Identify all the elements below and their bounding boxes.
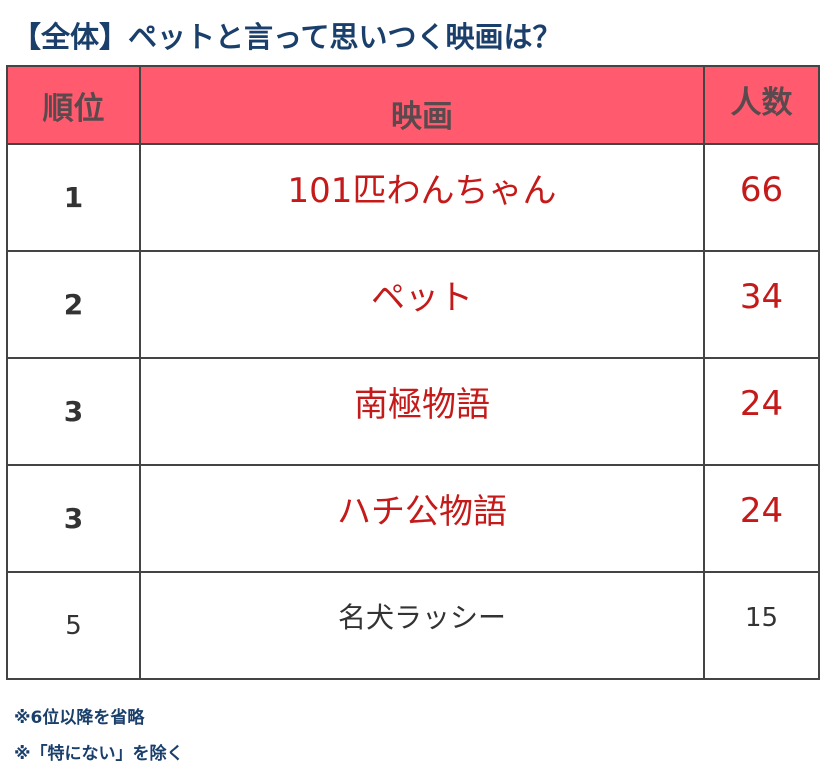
header-count: 人数 — [703, 65, 820, 145]
movie-cell: 南極物語 — [139, 357, 705, 466]
footnotes: ※6位以降を省略 ※「特にない」を除く — [14, 700, 184, 772]
table-header-row: 順位 映画 人数 — [6, 65, 820, 145]
movie-cell: 101匹わんちゃん — [139, 143, 705, 252]
header-rank: 順位 — [6, 65, 141, 145]
table-row: 2 ペット 34 — [6, 250, 820, 359]
movie-cell: 名犬ラッシー — [139, 571, 705, 680]
rank-cell: 1 — [6, 143, 141, 252]
table-row: 3 南極物語 24 — [6, 357, 820, 466]
count-cell: 66 — [703, 143, 820, 252]
footnote-omitted: ※6位以降を省略 — [14, 708, 145, 728]
count-cell: 34 — [703, 250, 820, 359]
table-row: 1 101匹わんちゃん 66 — [6, 143, 820, 252]
table-row: 5 名犬ラッシー 15 — [6, 571, 820, 680]
count-cell: 15 — [703, 571, 820, 680]
header-movie: 映画 — [139, 65, 705, 145]
page-title: 【全体】ペットと言って思いつく映画は？ — [12, 20, 562, 54]
rank-cell: 3 — [6, 464, 141, 573]
rank-cell: 2 — [6, 250, 141, 359]
ranking-table: 順位 映画 人数 1 101匹わんちゃん 66 2 ペット 34 3 南極物語 … — [6, 65, 820, 680]
movie-cell: ペット — [139, 250, 705, 359]
count-cell: 24 — [703, 357, 820, 466]
table-row: 3 ハチ公物語 24 — [6, 464, 820, 573]
count-cell: 24 — [703, 464, 820, 573]
rank-cell: 3 — [6, 357, 141, 466]
movie-cell: ハチ公物語 — [139, 464, 705, 573]
footnote-excluded: ※「特にない」を除く — [14, 744, 184, 764]
rank-cell: 5 — [6, 571, 141, 680]
